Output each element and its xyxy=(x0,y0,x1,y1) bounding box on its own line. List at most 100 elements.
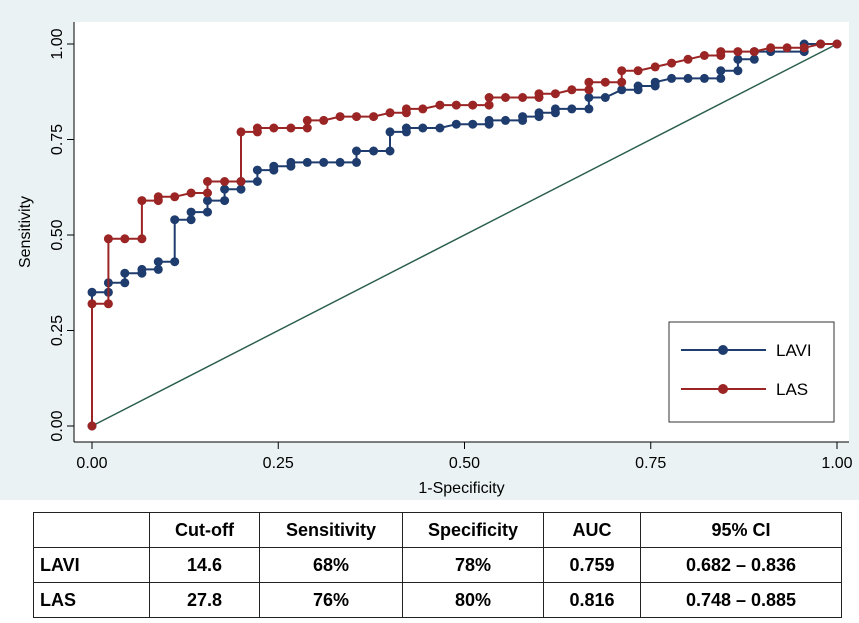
series-point-las xyxy=(766,43,776,53)
series-point-las xyxy=(617,66,627,76)
table-cell: 80% xyxy=(402,582,544,618)
roc-plot-svg: 0.00 0.00 0.25 0.25 0.50 0.50 0.75 0.75 1.00 1.00… xyxy=(17,22,853,497)
table-cell: 78% xyxy=(402,547,544,583)
table-cell: 14.6 xyxy=(149,547,260,583)
series-point-lavi xyxy=(534,108,544,118)
x-tick-label: 0.00 xyxy=(76,455,107,472)
table-header-cell: AUC xyxy=(543,512,641,548)
series-point-las xyxy=(220,177,230,186)
series-point-las xyxy=(468,100,478,110)
series-point-lavi xyxy=(468,119,478,129)
series-point-lavi xyxy=(733,54,743,64)
series-point-lavi xyxy=(153,257,163,267)
series-point-lavi xyxy=(733,66,743,76)
table-row: LAVI 14.6 68% 78% 0.759 0.682 – 0.836 xyxy=(33,547,842,583)
series-point-las xyxy=(782,43,792,53)
series-point-las xyxy=(584,85,594,95)
legend-box xyxy=(668,321,835,423)
y-tick-label: 0.00 xyxy=(49,410,66,441)
series-point-lavi xyxy=(203,207,212,217)
series-point-lavi xyxy=(203,196,212,206)
series-lavi xyxy=(87,39,842,431)
table-header-cell: 95% CI xyxy=(640,512,842,548)
series-point-lavi xyxy=(418,123,428,133)
axes: 0.00 0.00 0.25 0.25 0.50 0.50 0.75 0.75 1.00 1.00… xyxy=(17,22,853,497)
series-point-las xyxy=(418,104,428,114)
table-cell: 0.816 xyxy=(543,582,641,618)
series-point-las xyxy=(335,112,345,122)
series-point-las xyxy=(832,39,842,49)
series-point-lavi xyxy=(550,104,560,114)
series-point-las xyxy=(203,177,212,186)
summary-table: Cut-off Sensitivity Specificity AUC 95% … xyxy=(33,512,842,618)
y-axis-title: Sensitivity xyxy=(17,196,34,268)
series-point-las xyxy=(667,58,677,68)
series-point-las xyxy=(435,100,445,110)
series-point-lavi xyxy=(749,54,759,64)
x-axis-title: 1-Specificity xyxy=(418,480,504,497)
series-point-las xyxy=(236,177,246,186)
series-point-lavi xyxy=(352,157,361,167)
table-cell: 0.759 xyxy=(543,547,641,583)
series-point-lavi xyxy=(617,85,627,95)
table-header-cell: Specificity xyxy=(402,512,544,548)
series-point-las xyxy=(369,112,379,122)
series-point-lavi xyxy=(650,77,660,87)
series-point-las xyxy=(269,123,279,133)
series-point-las xyxy=(550,89,560,99)
series-point-lavi xyxy=(567,104,577,114)
table-cell: 68% xyxy=(259,547,403,583)
series-point-las xyxy=(484,100,494,110)
series-point-las xyxy=(501,93,510,102)
series-point-lavi xyxy=(584,104,594,114)
series-point-las xyxy=(103,299,113,309)
series-point-las xyxy=(153,192,163,202)
table-cell: LAS xyxy=(33,582,150,618)
series-point-las xyxy=(799,43,809,53)
legend: LAVI LAS xyxy=(668,321,835,423)
series-point-las xyxy=(716,47,726,57)
series-point-lavi xyxy=(302,157,312,167)
y-tick-label: 0.50 xyxy=(49,219,66,250)
series-point-lavi xyxy=(319,157,329,167)
series-point-lavi xyxy=(484,115,494,125)
series-point-lavi xyxy=(667,73,677,83)
series-point-lavi xyxy=(600,93,610,102)
legend-label-las: LAS xyxy=(776,380,808,399)
series-point-las xyxy=(401,104,411,114)
table-header-cell: Cut-off xyxy=(149,512,260,548)
y-tick-label: 0.25 xyxy=(49,315,66,346)
x-tick-label: 1.00 xyxy=(821,455,852,472)
series-point-lavi xyxy=(170,257,180,267)
series-point-lavi xyxy=(153,264,163,274)
series-point-las xyxy=(617,77,627,87)
series-point-las xyxy=(633,66,643,76)
table-cell: 0.748 – 0.885 xyxy=(640,582,842,618)
series-point-las xyxy=(733,47,743,57)
series-las xyxy=(87,39,842,431)
table-cell: 0.682 – 0.836 xyxy=(640,547,842,583)
series-point-lavi xyxy=(335,157,345,167)
series-point-lavi xyxy=(137,264,147,274)
series-point-lavi xyxy=(352,146,361,156)
x-tick-label: 0.50 xyxy=(449,455,480,472)
series-point-las xyxy=(749,47,759,57)
roc-chart: 0.00 0.00 0.25 0.25 0.50 0.50 0.75 0.75 1.00 1.00… xyxy=(0,0,859,500)
series-point-lavi xyxy=(699,73,709,83)
series-point-las xyxy=(87,299,97,309)
series-point-las xyxy=(302,115,312,125)
series-point-lavi xyxy=(435,123,445,133)
series-point-las xyxy=(699,51,709,60)
table-header-row: Cut-off Sensitivity Specificity AUC 95% … xyxy=(33,512,842,548)
series-point-lavi xyxy=(385,127,395,137)
y-tick-label: 0.75 xyxy=(49,124,66,155)
series-point-lavi xyxy=(220,184,230,194)
y-tick-label: 1.00 xyxy=(49,28,66,59)
series-point-lavi xyxy=(252,165,262,175)
table-row: LAS 27.8 76% 80% 0.816 0.748 – 0.885 xyxy=(33,582,842,618)
legend-marker-las xyxy=(718,384,728,394)
series-point-lavi xyxy=(220,196,230,206)
series-point-lavi xyxy=(518,112,528,122)
reference-line xyxy=(91,43,838,427)
series-point-las xyxy=(252,123,262,133)
